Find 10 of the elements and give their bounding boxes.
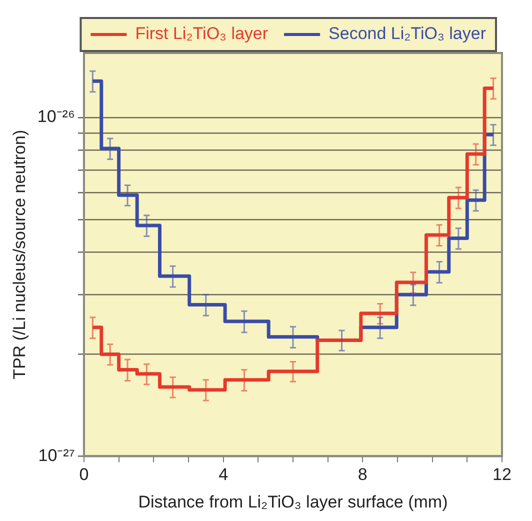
legend-label: Second Li₂TiO₃ layer [328,24,486,44]
y-axis-title: TPR (/Li nucleus/source neutron) [10,130,29,380]
legend-label: First Li₂TiO₃ layer [135,24,268,44]
x-tick-label: 8 [358,465,368,484]
x-tick-label: 12 [492,465,512,484]
y-tick-label: 10⁻²⁷ [38,446,75,465]
x-tick-label: 4 [218,465,228,484]
x-tick-label: 0 [79,465,89,484]
y-tick-label: 10⁻²⁶ [37,107,75,126]
x-axis-title: Distance from Li₂TiO₃ layer surface (mm) [138,492,448,512]
